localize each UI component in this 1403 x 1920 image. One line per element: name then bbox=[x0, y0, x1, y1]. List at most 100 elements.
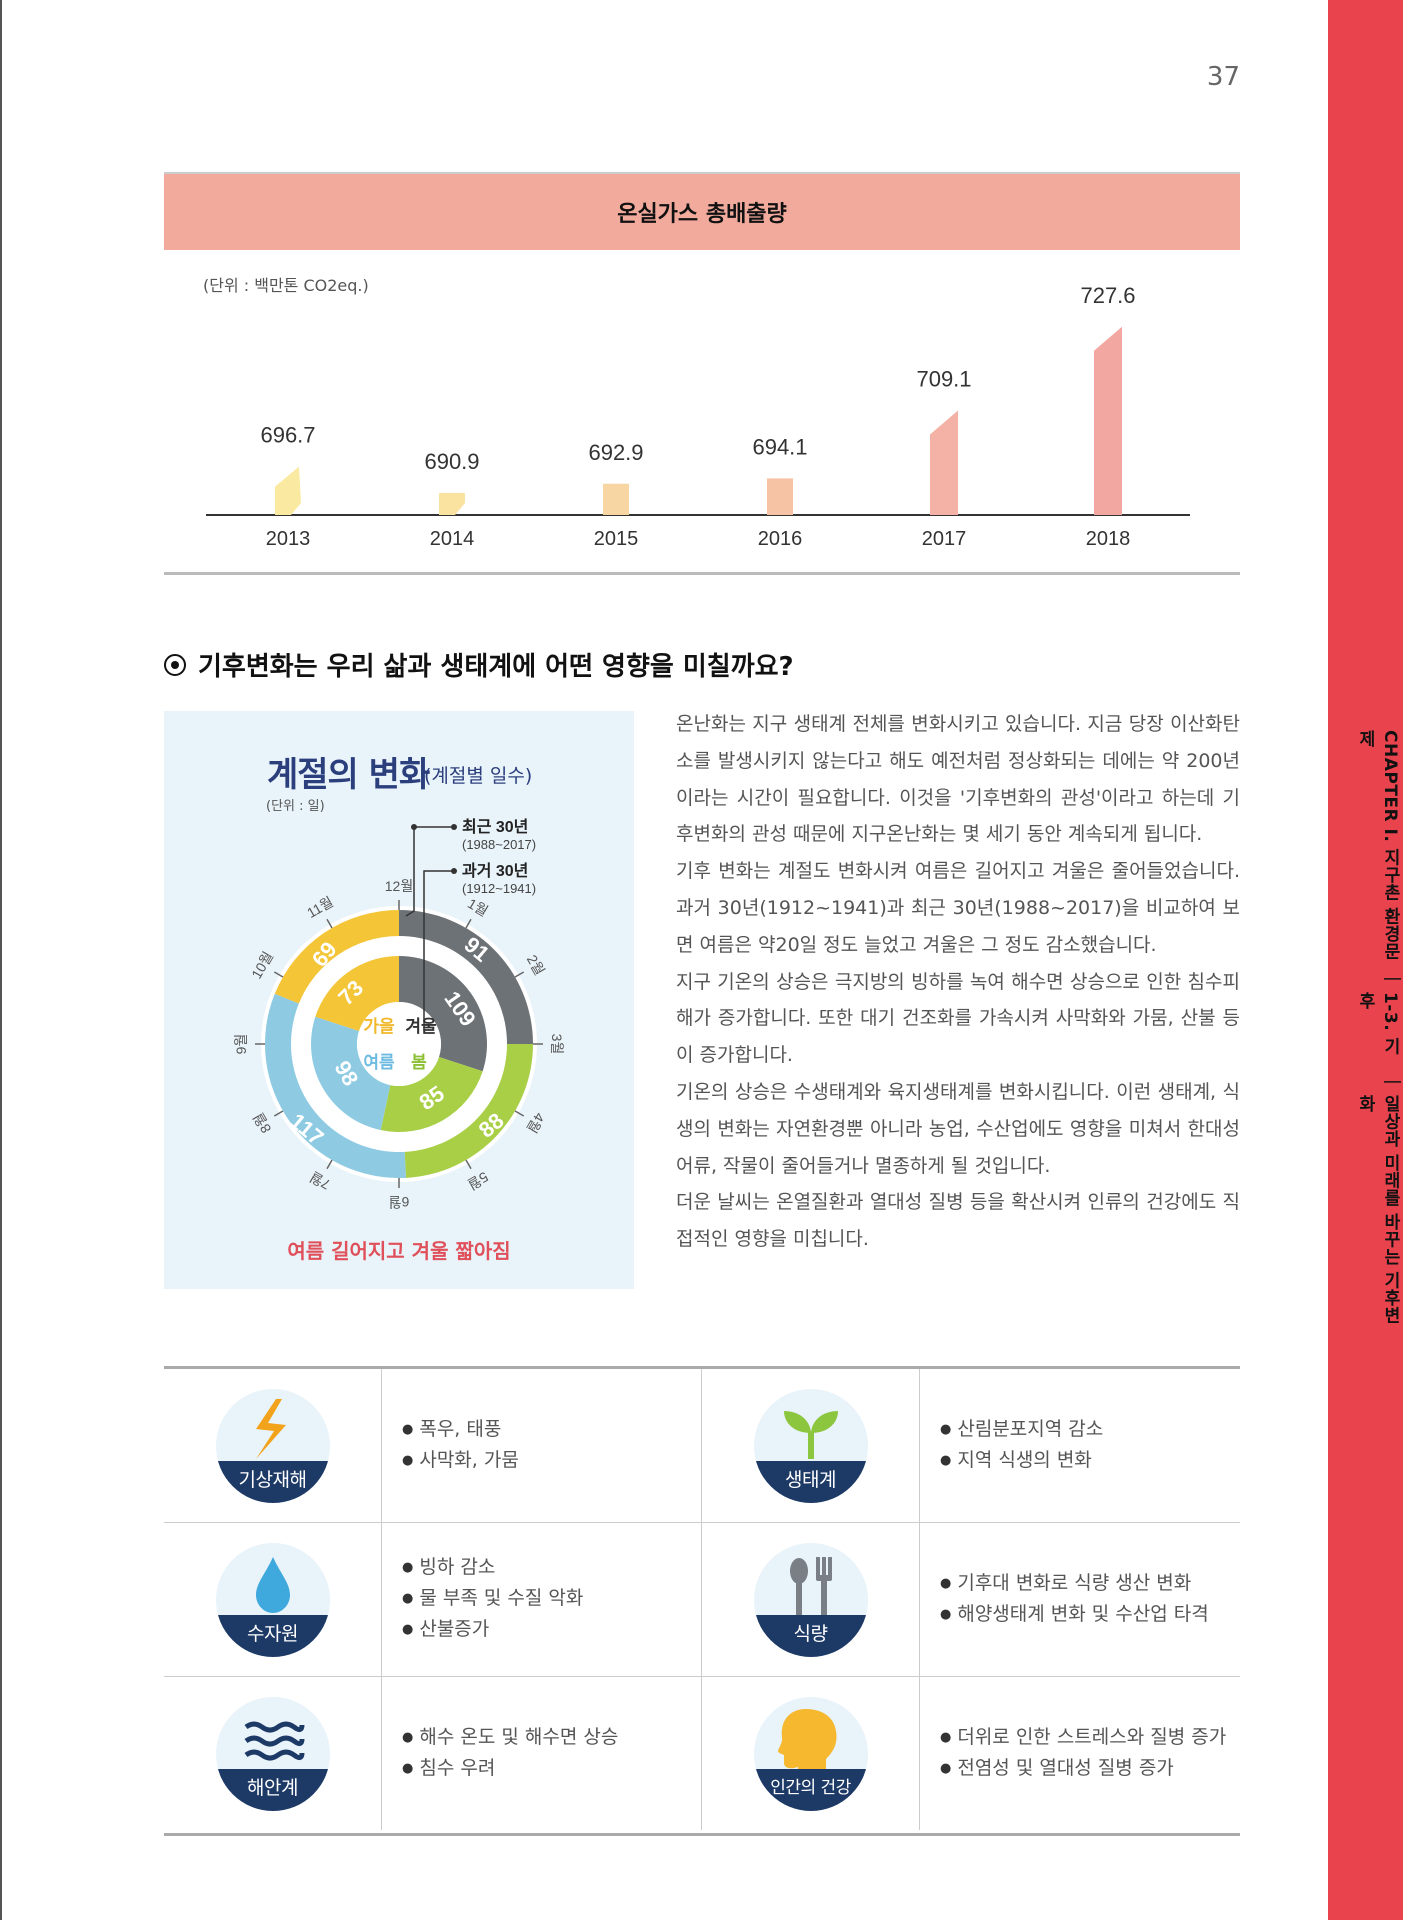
season-title: 계절의 변화 bbox=[267, 755, 430, 795]
bar-2016 bbox=[767, 478, 793, 515]
month-tick bbox=[465, 918, 472, 929]
month-label: 10월 bbox=[248, 949, 276, 982]
month-label: 1월 bbox=[465, 895, 491, 919]
x-tick-label: 2013 bbox=[266, 528, 311, 550]
waves-icon bbox=[244, 1721, 304, 1760]
winter-label: 겨울 bbox=[405, 1017, 437, 1036]
impact-item: 산불증가 bbox=[402, 1615, 701, 1646]
page-number: 37 bbox=[1206, 62, 1240, 92]
x-tick-label: 2015 bbox=[594, 528, 639, 550]
bar-value-label: 694.1 bbox=[752, 434, 807, 459]
recent-autumn-arc bbox=[274, 910, 399, 1004]
section-heading-text: 기후변화는 우리 삶과 생태계에 어떤 영향을 미칠까요? bbox=[198, 652, 794, 682]
legend-past-label: 과거 30년 bbox=[462, 861, 528, 880]
impact-icon-cell: 기상재해 bbox=[164, 1369, 382, 1523]
body-paragraph: 더운 날씨는 온열질환과 열대성 질병 등을 확산시켜 인류의 건강에도 직접적… bbox=[676, 1191, 1240, 1251]
bar-value-label: 696.7 bbox=[260, 423, 315, 448]
recent-spring-arc bbox=[404, 1044, 533, 1178]
bar-value-label: 692.9 bbox=[588, 440, 643, 465]
impact-icon-cell: 수자원 bbox=[164, 1523, 382, 1677]
month-label: 5월 bbox=[465, 1169, 491, 1193]
health-badge: 인간의 건강 bbox=[753, 1696, 868, 1811]
section-heading: 기후변화는 우리 삶과 생태계에 어떤 영향을 미칠까요? bbox=[164, 646, 794, 683]
donut-center bbox=[357, 1002, 441, 1086]
impact-item: 침수 우려 bbox=[402, 1754, 701, 1785]
impact-icon-cell: 생태계 bbox=[702, 1369, 920, 1523]
month-tick bbox=[273, 1110, 284, 1117]
chart-title: 온실가스 총배출량 bbox=[164, 172, 1240, 250]
month-tick bbox=[326, 1159, 333, 1170]
x-tick-label: 2017 bbox=[922, 528, 967, 550]
ecosystem-badge: 생태계 bbox=[753, 1388, 868, 1503]
impact-label: 기상재해 bbox=[215, 1460, 330, 1503]
x-tick-label: 2016 bbox=[758, 528, 803, 550]
impact-text-cell: 더위로 인한 스트레스와 질병 증가 전염성 및 열대성 질병 증가 bbox=[920, 1677, 1240, 1830]
section-name: 1-3. 기후 bbox=[1355, 992, 1400, 1056]
impact-text-cell: 빙하 감소 물 부족 및 수질 악화 산불증가 bbox=[382, 1523, 702, 1677]
impact-item: 해수 온도 및 해수면 상승 bbox=[402, 1723, 701, 1754]
season-subtitle: (계절별 일수) bbox=[424, 765, 533, 787]
past-summer-arc bbox=[311, 1016, 391, 1131]
impact-item: 해양생태계 변화 및 수산업 타격 bbox=[940, 1600, 1240, 1631]
recent-winter-arc bbox=[399, 910, 533, 1044]
recent-summer-arc bbox=[264, 993, 407, 1178]
impact-item: 사막화, 가뭄 bbox=[402, 1446, 701, 1477]
impact-item: 전염성 및 열대성 질병 증가 bbox=[940, 1754, 1240, 1785]
x-tick-label: 2014 bbox=[430, 528, 475, 550]
chapter-side-band bbox=[1328, 0, 1403, 1920]
emissions-bar-chart: 696.7 2013 690.9 2014 692.9 2015 694.1 2016 709.… bbox=[206, 283, 1190, 550]
impact-item: 빙하 감소 bbox=[402, 1553, 701, 1584]
water-resources-badge: 수자원 bbox=[215, 1542, 330, 1657]
body-paragraph: 기온의 상승은 수생태계와 육지생태계를 변화시킵니다. 이런 생태계, 식생의… bbox=[676, 1080, 1240, 1177]
legend-recent-label: 최근 30년 bbox=[462, 817, 528, 836]
legend-dot-past bbox=[451, 868, 457, 874]
bar-2014 bbox=[439, 492, 465, 515]
past-autumn-arc bbox=[315, 956, 399, 1032]
legend-dot-recent-end bbox=[451, 824, 457, 830]
impact-label: 해안계 bbox=[215, 1768, 330, 1811]
food-badge: 식량 bbox=[753, 1542, 868, 1657]
month-label: 9월 bbox=[233, 1034, 249, 1055]
season-infographic: 91 88 117 69 109 85 98 73 가을 겨울 여름 봄 12월 1월 2월 3월 4월 5월 6월… bbox=[164, 711, 634, 1289]
past-spring-arc bbox=[380, 1056, 483, 1132]
bar-value-label: 727.6 bbox=[1080, 283, 1135, 308]
season-caption: 여름 길어지고 겨울 짧아짐 bbox=[287, 1239, 511, 1263]
impact-label: 수자원 bbox=[215, 1614, 330, 1657]
chapter-separator: | bbox=[1383, 975, 1403, 983]
impact-text-cell: 기후대 변화로 식량 생산 변화 해양생태계 변화 및 수산업 타격 bbox=[920, 1523, 1240, 1677]
chapter-name: CHAPTER I. 지구촌 환경문제 bbox=[1355, 730, 1400, 961]
month-label: 2월 bbox=[524, 952, 548, 978]
lightning-icon bbox=[255, 1398, 286, 1459]
impact-icon-cell: 해안계 bbox=[164, 1677, 382, 1830]
summer-label: 여름 bbox=[363, 1053, 395, 1072]
impact-text-cell: 폭우, 태풍 사막화, 가뭄 bbox=[382, 1369, 702, 1523]
body-paragraph: 지구 기온의 상승은 극지방의 빙하를 녹여 해수면 상승으로 인한 침수피해가… bbox=[676, 970, 1240, 1067]
impact-label: 식량 bbox=[753, 1614, 868, 1657]
impact-item: 기후대 변화로 식량 생산 변화 bbox=[940, 1569, 1240, 1600]
chart-unit-label: (단위 : 백만톤 CO2eq.) bbox=[203, 276, 369, 295]
chapter-separator: | bbox=[1383, 1078, 1403, 1086]
impact-label: 생태계 bbox=[753, 1460, 868, 1503]
impact-item: 폭우, 태풍 bbox=[402, 1415, 701, 1446]
weather-disaster-badge: 기상재해 bbox=[215, 1388, 330, 1503]
chapter-side-label: CHAPTER I. 지구촌 환경문제 | 1-3. 기후 | 일상과 미래를 … bbox=[1328, 730, 1403, 1330]
month-tick bbox=[273, 971, 284, 978]
season-unit: (단위 : 일) bbox=[266, 799, 325, 814]
month-label: 8월 bbox=[250, 1110, 274, 1136]
month-label: 7월 bbox=[307, 1169, 333, 1193]
legend-leader-past bbox=[423, 870, 454, 1031]
month-tick bbox=[514, 1110, 525, 1117]
month-label: 6월 bbox=[389, 1194, 410, 1210]
bar-value-label: 690.9 bbox=[424, 449, 479, 474]
impact-label: 인간의 건강 bbox=[753, 1768, 868, 1811]
sprout-icon bbox=[783, 1410, 838, 1459]
body-text: 온난화는 지구 생태계 전체를 변화시키고 있습니다. 지금 당장 이산화탄소를… bbox=[676, 706, 1240, 1258]
month-label: 4월 bbox=[524, 1110, 548, 1136]
x-tick-label: 2018 bbox=[1086, 528, 1131, 550]
impact-text-cell: 해수 온도 및 해수면 상승 침수 우려 bbox=[382, 1677, 702, 1830]
impact-item: 산림분포지역 감소 bbox=[940, 1415, 1240, 1446]
head-icon bbox=[777, 1708, 837, 1777]
autumn-label: 가을 bbox=[363, 1017, 395, 1036]
bar-2018 bbox=[1094, 326, 1122, 515]
